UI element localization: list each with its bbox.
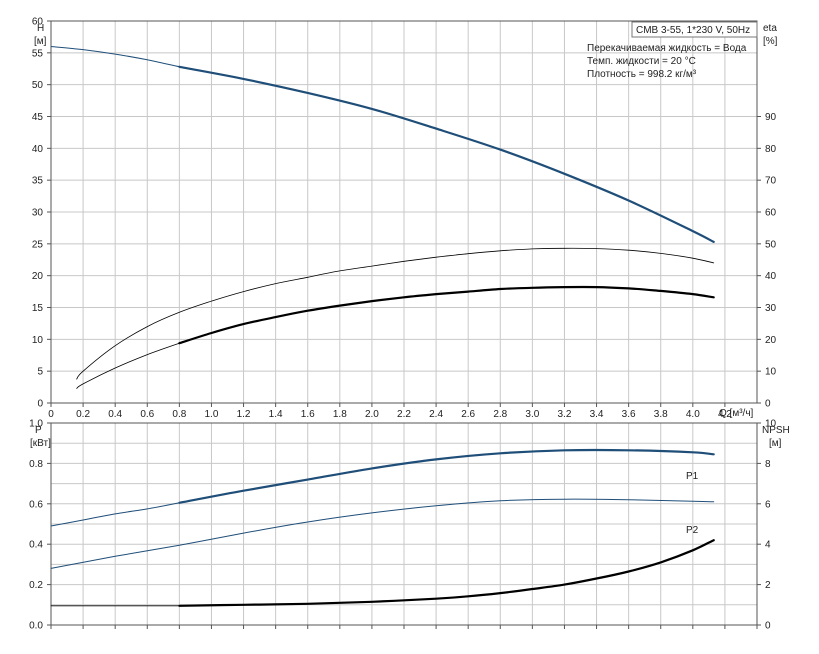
y-tick-label-left: 20 bbox=[32, 271, 44, 282]
y-tick-label-left: 30 bbox=[32, 208, 44, 219]
y-tick-label-left: 0.0 bbox=[29, 621, 43, 632]
chart-title: CMB 3-55, 1*230 V, 50Hz bbox=[636, 25, 750, 36]
y-axis-left-label-p: P bbox=[35, 425, 42, 436]
note-fluid: Перекачиваемая жидкость = Вода bbox=[587, 43, 747, 54]
y-tick-label-right: 0 bbox=[765, 399, 771, 410]
series-line bbox=[50, 46, 180, 68]
series-line-p2 bbox=[50, 498, 715, 569]
y-axis-left-unit-kw: [кВт] bbox=[30, 438, 51, 449]
x-tick-label: 3.8 bbox=[654, 409, 668, 420]
x-tick-label: 0.2 bbox=[76, 409, 90, 420]
y-tick-label-left: 1.0 bbox=[29, 419, 43, 430]
series-line-p1 bbox=[50, 502, 180, 527]
x-axis-label: Q [м³/ч] bbox=[719, 408, 754, 419]
title-box bbox=[631, 21, 758, 38]
x-tick-label: 2.4 bbox=[429, 409, 443, 420]
x-tick-label: 1.8 bbox=[333, 409, 347, 420]
y-tick-label-right: 6 bbox=[765, 499, 771, 510]
y-tick-label-right: 70 bbox=[765, 176, 777, 187]
y-tick-label-left: 50 bbox=[32, 80, 44, 91]
series-label-p1: P1 bbox=[686, 471, 699, 482]
x-tick-label: 2.6 bbox=[461, 409, 475, 420]
x-tick-label: 0.8 bbox=[172, 409, 186, 420]
note-temperature: Темп. жидкости = 20 °C bbox=[587, 56, 696, 67]
y-tick-label-left: 60 bbox=[32, 17, 44, 28]
x-tick-label: 1.0 bbox=[205, 409, 219, 420]
x-tick-label: 4.2 bbox=[718, 409, 732, 420]
y-tick-label-left: 15 bbox=[32, 303, 44, 314]
x-tick-label: 4.0 bbox=[686, 409, 700, 420]
x-tick-label: 3.6 bbox=[622, 409, 636, 420]
series-label-p2: P2 bbox=[686, 525, 699, 536]
note-density: Плотность = 998.2 кг/м³ bbox=[587, 69, 697, 80]
y-tick-label-right: 20 bbox=[765, 335, 777, 346]
series-line bbox=[76, 342, 180, 389]
x-tick-label: 3.0 bbox=[525, 409, 539, 420]
y-axis-right-unit-pct: [%] bbox=[763, 36, 778, 47]
y-tick-label-right: 90 bbox=[765, 112, 777, 123]
y-axis-left-unit-m: [м] bbox=[34, 36, 47, 47]
y-tick-label-left: 0.8 bbox=[29, 459, 43, 470]
y-tick-label-right: 30 bbox=[765, 303, 777, 314]
x-tick-label: 0.4 bbox=[108, 409, 122, 420]
bottom-plot-grid: 0.0 0.2 0.4 0.6 0.8 1.0 0 2 4 6 8 10 bbox=[29, 419, 776, 632]
y-tick-label-left: 0.2 bbox=[29, 580, 43, 591]
curves-layer bbox=[50, 46, 715, 607]
y-tick-label-right: 4 bbox=[765, 540, 771, 551]
y-tick-label-left: 35 bbox=[32, 176, 44, 187]
y-tick-label-right: 50 bbox=[765, 239, 777, 250]
y-tick-label-left: 5 bbox=[37, 367, 43, 378]
x-tick-label: 1.6 bbox=[301, 409, 315, 420]
y-tick-label-right: 10 bbox=[765, 419, 777, 430]
y-tick-label-right: 2 bbox=[765, 580, 771, 591]
y-axis-right-label-npsh: NPSH bbox=[762, 425, 790, 436]
series-line bbox=[178, 65, 715, 243]
x-tick-label: 2.0 bbox=[365, 409, 379, 420]
y-tick-label-left: 0.6 bbox=[29, 499, 43, 510]
x-tick-label: 0 bbox=[48, 409, 54, 420]
y-tick-label-left: 10 bbox=[32, 335, 44, 346]
x-tick-label: 2.8 bbox=[493, 409, 507, 420]
y-axis-left-label-h: H bbox=[37, 23, 44, 34]
y-tick-label-left: 40 bbox=[32, 144, 44, 155]
y-tick-label-right: 10 bbox=[765, 367, 777, 378]
y-tick-label-right: 0 bbox=[765, 621, 771, 632]
x-tick-label: 2.2 bbox=[397, 409, 411, 420]
x-tick-label: 0.6 bbox=[140, 409, 154, 420]
top-plot-grid: 0 5 10 15 20 25 30 35 40 45 50 55 60 0 10 20 30 40 50 60 70 8… bbox=[32, 17, 777, 421]
series-line bbox=[76, 247, 715, 380]
x-tick-label: 3.2 bbox=[558, 409, 572, 420]
series-line-p1 bbox=[178, 448, 715, 504]
y-tick-label-left: 0 bbox=[37, 399, 43, 410]
y-axis-right-label-eta: eta bbox=[763, 23, 777, 34]
y-tick-label-left: 25 bbox=[32, 239, 44, 250]
x-tick-label: 3.4 bbox=[590, 409, 604, 420]
series-line bbox=[178, 285, 715, 345]
y-tick-label-right: 40 bbox=[765, 271, 777, 282]
y-tick-label-left: 55 bbox=[32, 48, 44, 59]
y-axis-right-unit-m: [м] bbox=[769, 438, 782, 449]
series-line bbox=[178, 539, 715, 607]
x-tick-label: 1.4 bbox=[269, 409, 283, 420]
y-tick-label-left: 0.4 bbox=[29, 540, 43, 551]
y-tick-label-right: 80 bbox=[765, 144, 777, 155]
y-tick-label-right: 8 bbox=[765, 459, 771, 470]
y-tick-label-right: 60 bbox=[765, 208, 777, 219]
y-tick-label-left: 45 bbox=[32, 112, 44, 123]
x-tick-label: 1.2 bbox=[237, 409, 251, 420]
